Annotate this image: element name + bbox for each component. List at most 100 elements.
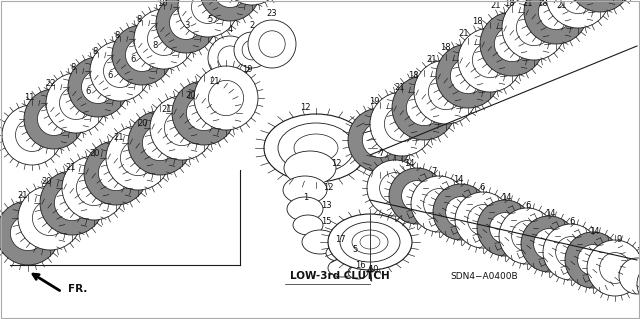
Ellipse shape: [389, 168, 445, 224]
Text: 18: 18: [504, 0, 515, 9]
Ellipse shape: [143, 125, 178, 160]
Text: 12: 12: [300, 103, 310, 113]
Ellipse shape: [222, 0, 282, 5]
Ellipse shape: [521, 216, 577, 272]
Text: 13: 13: [321, 202, 332, 211]
Ellipse shape: [433, 184, 489, 240]
Text: 4: 4: [227, 25, 232, 33]
Ellipse shape: [406, 90, 442, 126]
Text: 5: 5: [353, 246, 358, 255]
Ellipse shape: [2, 105, 62, 165]
Ellipse shape: [477, 200, 533, 256]
Ellipse shape: [106, 126, 170, 190]
Text: SDN4−A0400B: SDN4−A0400B: [450, 272, 518, 281]
Text: 21: 21: [66, 162, 76, 172]
Ellipse shape: [156, 0, 216, 53]
Ellipse shape: [538, 0, 573, 30]
Ellipse shape: [524, 0, 588, 44]
Text: 19: 19: [369, 98, 380, 107]
Text: 6: 6: [131, 55, 136, 63]
Text: 14: 14: [404, 159, 414, 167]
Ellipse shape: [112, 25, 172, 85]
Ellipse shape: [234, 32, 270, 68]
Text: 21: 21: [427, 56, 437, 64]
Ellipse shape: [385, 107, 420, 142]
Ellipse shape: [502, 0, 566, 60]
Text: FR.: FR.: [68, 284, 88, 294]
Text: 3: 3: [184, 21, 189, 31]
Ellipse shape: [637, 262, 640, 306]
Text: 20: 20: [138, 120, 148, 129]
Ellipse shape: [178, 0, 238, 37]
Ellipse shape: [424, 189, 454, 219]
Text: 14: 14: [500, 192, 511, 202]
Ellipse shape: [414, 60, 478, 124]
Ellipse shape: [328, 214, 412, 270]
Text: 21: 21: [210, 77, 220, 85]
Ellipse shape: [68, 57, 128, 117]
Ellipse shape: [242, 40, 262, 60]
Text: 21: 21: [557, 1, 567, 10]
Ellipse shape: [352, 230, 388, 254]
Ellipse shape: [264, 114, 368, 182]
Ellipse shape: [150, 96, 214, 160]
Text: 21: 21: [114, 133, 124, 143]
Ellipse shape: [248, 20, 296, 68]
Ellipse shape: [499, 208, 555, 264]
Ellipse shape: [587, 240, 640, 296]
Text: 20: 20: [42, 177, 52, 187]
Text: 2: 2: [250, 20, 255, 29]
Text: 6: 6: [108, 70, 113, 79]
Text: 8: 8: [152, 41, 157, 49]
Ellipse shape: [362, 122, 397, 158]
Ellipse shape: [259, 31, 285, 57]
Ellipse shape: [556, 237, 586, 267]
Ellipse shape: [392, 76, 456, 140]
Ellipse shape: [218, 46, 242, 70]
Text: 14: 14: [452, 175, 463, 184]
Text: LOW-3rd CLUTCH: LOW-3rd CLUTCH: [290, 271, 390, 281]
Ellipse shape: [134, 9, 194, 69]
Ellipse shape: [278, 123, 354, 173]
Ellipse shape: [543, 224, 599, 280]
Text: 18: 18: [537, 0, 547, 9]
Ellipse shape: [284, 151, 336, 185]
Ellipse shape: [84, 141, 148, 205]
Ellipse shape: [60, 86, 93, 120]
Ellipse shape: [468, 204, 499, 235]
Ellipse shape: [380, 173, 410, 204]
Text: 8: 8: [70, 63, 76, 72]
Ellipse shape: [348, 265, 368, 279]
Ellipse shape: [294, 134, 338, 162]
Text: 23: 23: [267, 9, 277, 18]
Ellipse shape: [15, 118, 49, 152]
Ellipse shape: [24, 89, 84, 149]
Text: 15: 15: [321, 218, 332, 226]
Text: 21: 21: [491, 2, 501, 11]
Ellipse shape: [38, 102, 70, 136]
Text: 19: 19: [242, 65, 252, 75]
Text: 18: 18: [408, 70, 419, 79]
Ellipse shape: [191, 0, 225, 24]
Ellipse shape: [402, 181, 433, 211]
Text: 18: 18: [472, 17, 483, 26]
Ellipse shape: [283, 176, 327, 204]
Ellipse shape: [445, 197, 476, 227]
Ellipse shape: [370, 92, 434, 156]
Ellipse shape: [293, 215, 323, 235]
Ellipse shape: [326, 245, 350, 261]
Ellipse shape: [0, 201, 60, 265]
Text: 7: 7: [431, 167, 436, 175]
Ellipse shape: [455, 192, 511, 248]
Text: 17: 17: [335, 234, 346, 243]
Text: 20: 20: [90, 149, 100, 158]
Text: 18: 18: [440, 43, 451, 53]
Ellipse shape: [40, 171, 104, 235]
Ellipse shape: [208, 36, 252, 80]
Text: 6: 6: [479, 183, 484, 192]
Ellipse shape: [490, 212, 520, 243]
Text: 14: 14: [589, 226, 599, 235]
Ellipse shape: [76, 170, 111, 206]
Ellipse shape: [472, 42, 508, 78]
Ellipse shape: [578, 245, 609, 275]
